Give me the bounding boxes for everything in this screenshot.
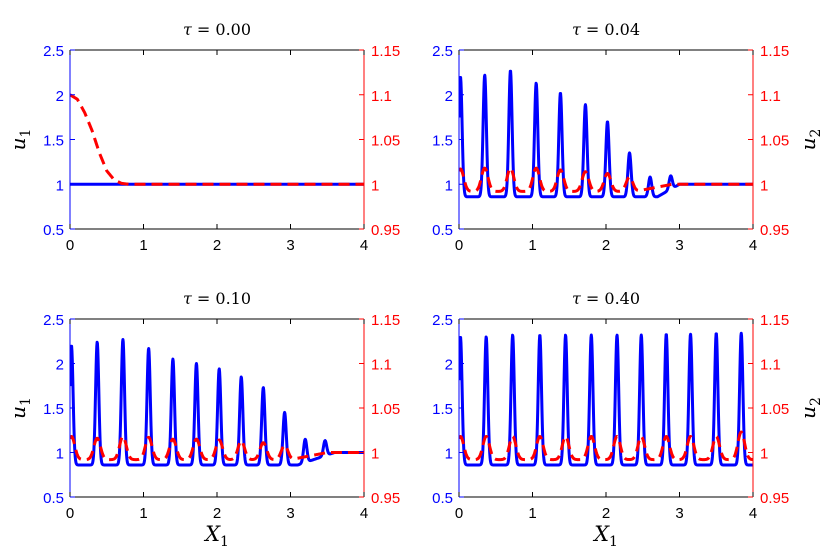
y-right-tick-label: 1.05 <box>371 401 400 418</box>
y-right-tick-label: 1.15 <box>371 312 400 329</box>
x-tick-label: 2 <box>602 237 610 254</box>
y-left-tick-label: 2.5 <box>43 43 64 60</box>
panel-title: τ = 0.00 <box>183 20 251 39</box>
y-right-tick-label: 1.1 <box>760 88 781 105</box>
y-left-tick-label: 1.5 <box>432 133 453 150</box>
x-tick-label: 3 <box>286 505 294 522</box>
y-right-tick-label: 1 <box>371 446 379 463</box>
y-left-tick-label: 0.5 <box>432 222 453 239</box>
y-left-tick-label: 1 <box>445 446 453 463</box>
y-left-tick-label: 1 <box>56 177 64 194</box>
y-axis-label-u2: u2 <box>796 397 824 419</box>
panel-2: 0 1 2 3 4 0.5 1 1.5 2 2.5 0.95 1 1.05 1.1 1.15 τ = 0.04… <box>432 20 824 254</box>
y-left-tick-label: 1 <box>445 177 453 194</box>
panel-title: τ = 0.40 <box>572 289 640 308</box>
panel-1: 0 1 2 3 4 0.5 1 1.5 2 2.5 0.95 1 1.05 1.1 1.15 τ = 0.00… <box>6 20 400 254</box>
series-u1 <box>459 331 753 467</box>
y-axis-label-u1: u1 <box>6 129 34 151</box>
y-right-tick-label: 1 <box>760 177 768 194</box>
x-tick-label: 2 <box>602 505 610 522</box>
x-tick-label: 3 <box>675 505 683 522</box>
series-u2 <box>459 430 753 462</box>
x-tick-label: 0 <box>66 237 74 254</box>
y-left-tick-label: 2 <box>56 88 64 105</box>
x-tick-label: 1 <box>139 237 147 254</box>
x-tick-label: 3 <box>675 237 683 254</box>
y-right-tick-label: 1.15 <box>760 312 789 329</box>
x-tick-label: 0 <box>66 505 74 522</box>
y-left-tick-label: 0.5 <box>43 222 64 239</box>
x-tick-label: 4 <box>749 505 757 522</box>
panel-title: τ = 0.10 <box>183 289 251 308</box>
panel-3: 0 1 2 3 4 0.5 1 1.5 2 2.5 0.95 1 1.05 1.1 1.15 τ = 0.10… <box>6 289 400 550</box>
y-left-tick-label: 1 <box>56 446 64 463</box>
x-tick-label: 4 <box>360 237 368 254</box>
x-tick-label: 0 <box>455 237 463 254</box>
panel-title: τ = 0.04 <box>572 20 640 39</box>
y-axis-label-u1: u1 <box>6 397 34 419</box>
x-tick-label: 4 <box>749 237 757 254</box>
y-left-tick-label: 2.5 <box>432 43 453 60</box>
x-tick-label: 4 <box>360 505 368 522</box>
y-left-tick-label: 2.5 <box>432 312 453 329</box>
y-left-tick-label: 0.5 <box>43 490 64 507</box>
y-left-tick-label: 2 <box>445 357 453 374</box>
y-left-tick-label: 0.5 <box>432 490 453 507</box>
y-right-tick-label: 0.95 <box>371 222 400 239</box>
y-right-tick-label: 0.95 <box>371 490 400 507</box>
x-tick-label: 2 <box>213 237 221 254</box>
y-right-tick-label: 1.05 <box>760 401 789 418</box>
y-left-tick-label: 1.5 <box>43 401 64 418</box>
y-right-tick-label: 1.1 <box>371 88 392 105</box>
panel-4: 0 1 2 3 4 0.5 1 1.5 2 2.5 0.95 1 1.05 1.1 1.15 τ = 0.40… <box>432 289 824 550</box>
x-tick-label: 3 <box>286 237 294 254</box>
y-right-tick-label: 1.1 <box>760 357 781 374</box>
x-axis-label: X1 <box>592 522 618 550</box>
x-tick-label: 1 <box>528 505 536 522</box>
y-left-tick-label: 2 <box>56 357 64 374</box>
y-right-tick-label: 1.15 <box>760 43 789 60</box>
y-right-tick-label: 0.95 <box>760 490 789 507</box>
series-u2 <box>70 93 364 186</box>
x-axis-label: X1 <box>203 522 229 550</box>
y-left-tick-label: 2.5 <box>43 312 64 329</box>
series-u1 <box>70 337 364 467</box>
y-left-tick-label: 1.5 <box>43 133 64 150</box>
y-axis-label-u2: u2 <box>796 129 824 151</box>
y-right-tick-label: 0.95 <box>760 222 789 239</box>
series-u2 <box>459 166 753 193</box>
y-right-tick-label: 1.05 <box>371 133 400 150</box>
y-right-tick-label: 1 <box>760 446 768 463</box>
y-right-tick-label: 1 <box>371 177 379 194</box>
x-tick-label: 1 <box>528 237 536 254</box>
series-u1 <box>459 69 753 199</box>
x-tick-label: 1 <box>139 505 147 522</box>
y-left-tick-label: 2 <box>445 88 453 105</box>
y-right-tick-label: 1.05 <box>760 133 789 150</box>
y-left-tick-label: 1.5 <box>432 401 453 418</box>
x-tick-label: 0 <box>455 505 463 522</box>
series-u2 <box>70 434 364 462</box>
x-tick-label: 2 <box>213 505 221 522</box>
y-right-tick-label: 1.1 <box>371 357 392 374</box>
y-right-tick-label: 1.15 <box>371 43 400 60</box>
